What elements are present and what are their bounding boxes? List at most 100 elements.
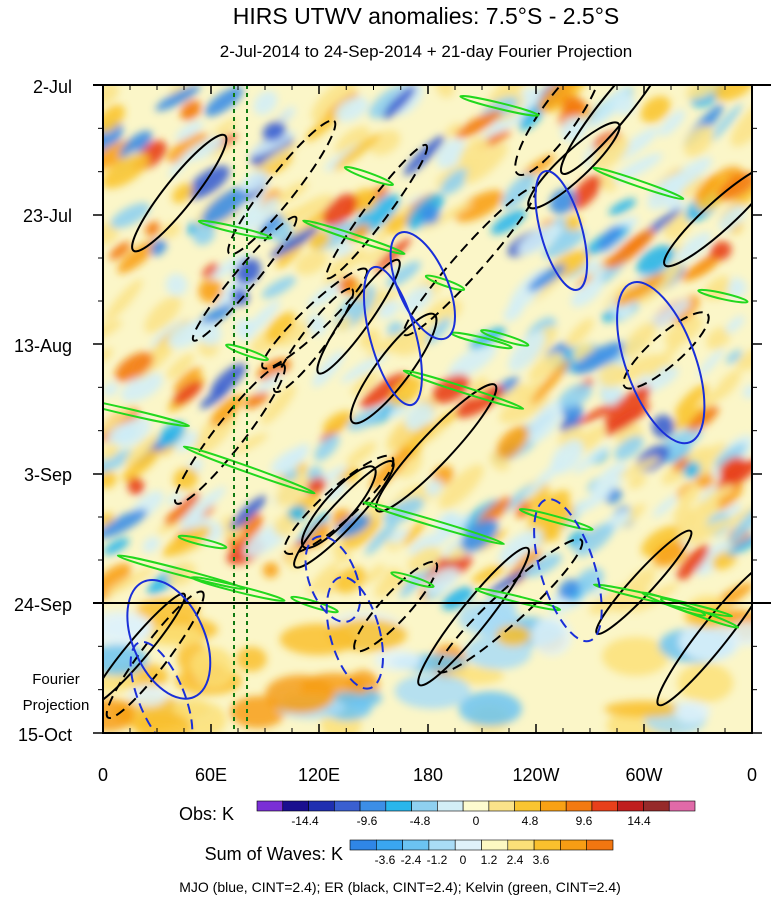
waves-colorbar-boxes [349, 839, 614, 851]
anomaly-blob [664, 315, 703, 347]
x-axis: 0 60E 120E 180 120W 60W 0 [98, 765, 757, 785]
anomaly-blob [306, 522, 331, 549]
waves-tick-label: -1.2 [427, 853, 448, 867]
er-contour [663, 164, 752, 268]
anomaly-blob [329, 249, 369, 273]
anomaly-blob [714, 369, 742, 400]
anomaly-blob [322, 410, 354, 434]
anomaly-blob [167, 132, 209, 164]
anomaly-blob [144, 296, 182, 334]
anomaly-blob [703, 275, 731, 300]
anomaly-blob [676, 544, 710, 581]
anomaly-blob [295, 250, 328, 276]
anomaly-blob [173, 367, 202, 393]
waves-colorbar-box [507, 839, 535, 851]
anomaly-blob [242, 196, 281, 233]
anomaly-blob [728, 505, 752, 546]
anomaly-blob [570, 175, 602, 210]
anomaly-blob [613, 153, 663, 183]
anomaly-blob [351, 188, 378, 213]
waves-tick-label: 1.2 [481, 853, 498, 867]
x-tick-label: 180 [413, 765, 443, 785]
anomaly-blob [166, 492, 184, 505]
x-tick-label: 120E [298, 765, 340, 785]
obs-tick-label: 4.8 [522, 814, 539, 828]
anomaly-blob [103, 563, 132, 601]
kelvin-contour [177, 534, 228, 550]
anomaly-blob [614, 273, 665, 307]
anomaly-blob [436, 139, 466, 169]
waves-tick-label: 0 [460, 853, 467, 867]
anomaly-blob [550, 439, 584, 474]
anomaly-blob [490, 209, 527, 235]
anomaly-blob [425, 298, 463, 326]
projection-blob [677, 663, 734, 703]
anomaly-blob [564, 214, 582, 232]
er-contour [436, 538, 584, 674]
anomaly-blob [306, 477, 327, 495]
anomaly-blob [402, 285, 433, 314]
anomaly-blob [103, 120, 123, 155]
anomaly-blob [287, 505, 307, 522]
x-tick-label: 60E [195, 765, 227, 785]
anomaly-blob [501, 483, 536, 513]
anomaly-blob [614, 435, 644, 461]
anomaly-blob [404, 402, 434, 431]
obs-colorbar-box [617, 800, 644, 812]
anomaly-blob [597, 225, 622, 252]
obs-colorbar-box [256, 800, 284, 812]
anomaly-blob [647, 332, 687, 379]
anomaly-blob [121, 449, 160, 482]
er-contour [191, 215, 298, 342]
anomaly-blob [157, 421, 186, 448]
anomaly-blob [542, 522, 560, 542]
anomaly-blob [674, 384, 708, 418]
anomaly-blob [258, 214, 282, 238]
waves-tick-label: -3.6 [375, 853, 396, 867]
anomaly-blob [435, 85, 455, 98]
obs-colorbar-box [359, 800, 387, 812]
anomaly-blob [347, 223, 370, 242]
obs-colorbar-box [668, 800, 696, 812]
anomaly-blob [117, 239, 158, 274]
obs-colorbar-boxes [256, 800, 696, 812]
er-contour [293, 459, 395, 569]
anomaly-blob [530, 359, 570, 405]
projection-label-line2: Projection [23, 697, 90, 714]
anomaly-blob [306, 561, 340, 595]
anomaly-blob [675, 232, 712, 263]
anomaly-blob [682, 461, 701, 479]
anomaly-blob [374, 570, 403, 598]
er-contour [349, 312, 438, 425]
waves-colorbar-box [349, 839, 377, 851]
anomaly-blob [686, 518, 731, 545]
anomaly-blob [591, 462, 628, 500]
projection-blob [458, 691, 522, 727]
kelvin-contour [290, 595, 339, 614]
anomaly-blob [360, 331, 377, 347]
waves-colorbar-box [586, 839, 614, 851]
anomaly-blob [558, 383, 593, 409]
anomaly-blob [407, 546, 442, 574]
kelvin-contour [640, 591, 740, 629]
anomaly-blob [652, 541, 686, 567]
obs-colorbar-box [514, 800, 541, 812]
anomaly-blob [608, 198, 637, 216]
anomaly-blob [455, 110, 503, 139]
waves-colorbar-box [402, 839, 430, 851]
kelvin-contour [402, 369, 525, 410]
anomaly-blob [705, 484, 734, 502]
anomaly-blob [694, 173, 721, 202]
anomaly-blob [335, 126, 370, 157]
anomaly-blob [441, 586, 474, 611]
anomaly-blob [718, 205, 746, 232]
waves-colorbar: Sum of Waves: K -3.6 -2.4 -1.2 0 1.2 2.4… [205, 839, 614, 867]
obs-colorbar-box [643, 800, 670, 812]
anomaly-blob [575, 567, 604, 594]
obs-colorbar-box [437, 800, 464, 812]
anomaly-blob [150, 239, 167, 256]
anomaly-blob [695, 540, 730, 576]
anomaly-blob [172, 380, 203, 406]
anomaly-blob [385, 214, 407, 235]
